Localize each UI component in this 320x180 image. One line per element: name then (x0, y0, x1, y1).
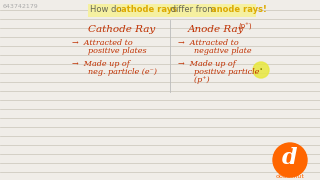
Text: How do: How do (90, 6, 124, 15)
Text: doubtnut: doubtnut (276, 174, 304, 179)
Text: (p⁺): (p⁺) (238, 22, 252, 30)
FancyBboxPatch shape (88, 4, 256, 17)
Text: differ from: differ from (168, 6, 218, 15)
Text: positive particle: positive particle (184, 68, 260, 76)
Text: neg. particle (e⁻): neg. particle (e⁻) (78, 68, 157, 76)
Text: ·: · (259, 63, 263, 77)
Text: →  Made up of: → Made up of (178, 60, 236, 68)
Text: →  Attracted to: → Attracted to (72, 39, 133, 47)
Text: 643742179: 643742179 (3, 4, 39, 9)
Text: Cathode Ray: Cathode Ray (88, 24, 155, 33)
Text: negative plate: negative plate (184, 47, 252, 55)
Circle shape (273, 143, 307, 177)
Circle shape (253, 62, 269, 78)
Text: anode rays!: anode rays! (211, 6, 267, 15)
Text: (p⁺): (p⁺) (184, 76, 210, 84)
Text: d: d (282, 147, 298, 169)
Text: Anode Ray: Anode Ray (188, 24, 244, 33)
Text: cathode rays: cathode rays (116, 6, 177, 15)
Text: →  Attracted to: → Attracted to (178, 39, 239, 47)
Text: positive plates: positive plates (78, 47, 147, 55)
Text: →  Made up of: → Made up of (72, 60, 130, 68)
